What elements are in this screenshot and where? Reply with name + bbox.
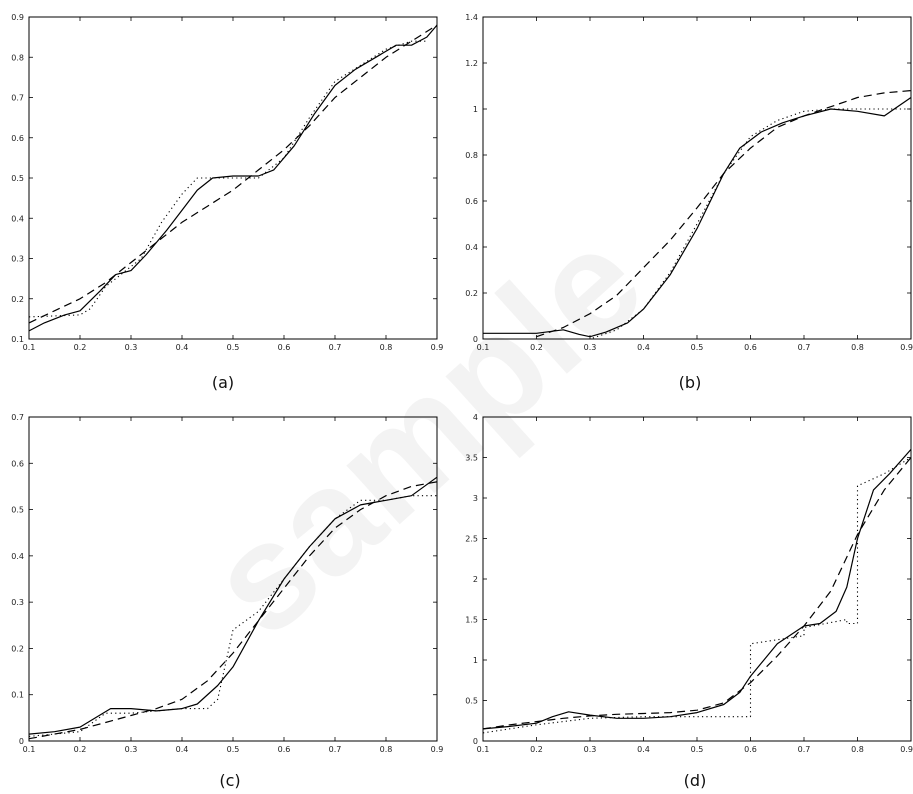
x-tick-label: 0.7 (329, 343, 342, 352)
x-tick-label: 0.4 (176, 745, 189, 754)
plot-frame-d (482, 416, 912, 742)
series-solid-line-c (28, 476, 438, 735)
panel-c: 0.1 0.2 0.3 0.4 0.5 0.6 0.7 0.8 0.900.10.20.30.4… (11, 413, 443, 790)
x-tick-label: 0.6 (744, 745, 757, 754)
x-tick-label: 0.5 (227, 343, 240, 352)
x-tick-label: 0.5 (227, 745, 240, 754)
y-tick-label: 3.5 (465, 454, 478, 463)
y-tick-label: 0 (473, 737, 478, 746)
x-tick-label: 0.7 (798, 745, 811, 754)
x-tick-label: 0.2 (530, 745, 543, 754)
y-tick-label: 1 (473, 105, 478, 114)
series-dotted-line-a (28, 40, 427, 318)
x-tick-label: 0.1 (23, 745, 36, 754)
x-tick-label: 0.2 (530, 343, 543, 352)
watermark: sample (177, 196, 674, 667)
y-tick-label: 1.2 (465, 59, 478, 68)
x-tick-label: 0.3 (584, 745, 597, 754)
series-solid-line-d (482, 449, 912, 730)
x-tick-label: 0.7 (798, 343, 811, 352)
x-tick-label: 0.9 (900, 343, 913, 352)
y-tick-label: 0.2 (11, 644, 24, 653)
x-tick-label: 0.5 (691, 745, 704, 754)
panel-caption-d: (d) (684, 771, 707, 790)
x-tick-label: 0.2 (74, 745, 87, 754)
y-tick-label: 4 (473, 413, 478, 422)
y-tick-label: 0.6 (11, 134, 24, 143)
series-dashed-line-d (482, 457, 912, 730)
y-tick-label: 0.3 (11, 255, 24, 264)
y-tick-label: 0 (473, 335, 478, 344)
x-tick-label: 0.8 (380, 343, 393, 352)
x-tick-label: 0.1 (477, 745, 490, 754)
y-tick-label: 0.7 (11, 413, 24, 422)
y-tick-label: 0.5 (11, 506, 24, 515)
y-tick-label: 2 (473, 575, 478, 584)
x-tick-label: 0.8 (380, 745, 393, 754)
y-tick-label: 2.5 (465, 535, 478, 544)
y-tick-label: 1.5 (465, 616, 478, 625)
x-tick-label: 0.3 (125, 745, 138, 754)
y-tick-label: 0.5 (465, 697, 478, 706)
y-tick-label: 0.4 (465, 243, 478, 252)
panel-d: 0.1 0.2 0.3 0.4 0.5 0.6 0.7 0.8 0.9 0 0.5 1 1.5 2 2.5 3… (465, 413, 913, 790)
y-tick-label: 1.4 (465, 13, 478, 22)
x-tick-label: 0.1 (477, 343, 490, 352)
y-tick-label: 0.5 (11, 174, 24, 183)
series-dashed-line-b (536, 90, 912, 338)
x-tick-label: 0.7 (329, 745, 342, 754)
x-tick-label: 0.6 (278, 343, 291, 352)
series-dashed-line-a (28, 24, 438, 324)
x-tick-label: 0.1 (23, 343, 36, 352)
y-tick-label: 3 (473, 494, 478, 503)
y-tick-label: 0 (19, 737, 24, 746)
x-tick-label: 0.9 (431, 343, 444, 352)
y-tick-label: 0.8 (465, 151, 478, 160)
x-tick-label: 0.5 (691, 343, 704, 352)
panel-caption-a: (a) (212, 373, 234, 392)
x-tick-label: 0.6 (744, 343, 757, 352)
panels: 0.1 0.2 0.3 0.4 0.5 0.6 0.7 0.8 0.90.10.20.30.40… (11, 13, 913, 790)
panel-b: 0.1 0.2 0.3 0.4 0.5 0.6 0.7 0.8 0.9 0 0.2 0.4 0.6 0.8… (465, 13, 913, 392)
x-tick-label: 0.8 (851, 745, 864, 754)
y-tick-label: 0.4 (11, 214, 24, 223)
y-tick-label: 0.1 (11, 691, 24, 700)
panel-caption-b: (b) (679, 373, 702, 392)
x-tick-label: 0.4 (637, 745, 650, 754)
x-tick-label: 0.4 (176, 343, 189, 352)
series-solid-line-b (483, 97, 912, 338)
y-tick-label: 0.4 (11, 552, 24, 561)
x-tick-label: 0.6 (278, 745, 291, 754)
x-tick-label: 0.8 (851, 343, 864, 352)
series-dashed-line-c (28, 481, 438, 740)
y-tick-label: 0.8 (11, 53, 24, 62)
y-tick-label: 0.9 (11, 13, 24, 22)
y-tick-label: 0.3 (11, 598, 24, 607)
y-tick-label: 0.6 (11, 459, 24, 468)
panel-caption-c: (c) (219, 771, 240, 790)
series-dotted-line-d (482, 457, 912, 734)
y-tick-label: 1 (473, 656, 478, 665)
x-tick-label: 0.4 (637, 343, 650, 352)
y-tick-label: 0.2 (11, 295, 24, 304)
series-solid-line-a (28, 24, 438, 332)
y-tick-label: 0.1 (11, 335, 24, 344)
x-tick-label: 0.3 (125, 343, 138, 352)
y-tick-label: 0.6 (465, 197, 478, 206)
x-tick-label: 0.9 (900, 745, 913, 754)
x-tick-label: 0.9 (431, 745, 444, 754)
x-tick-label: 0.3 (584, 343, 597, 352)
x-tick-label: 0.2 (74, 343, 87, 352)
y-tick-label: 0.7 (11, 94, 24, 103)
panel-a: 0.1 0.2 0.3 0.4 0.5 0.6 0.7 0.8 0.9 0.1 0.2 0.3 0.4 0… (11, 13, 443, 392)
y-tick-label: 0.2 (465, 289, 478, 298)
